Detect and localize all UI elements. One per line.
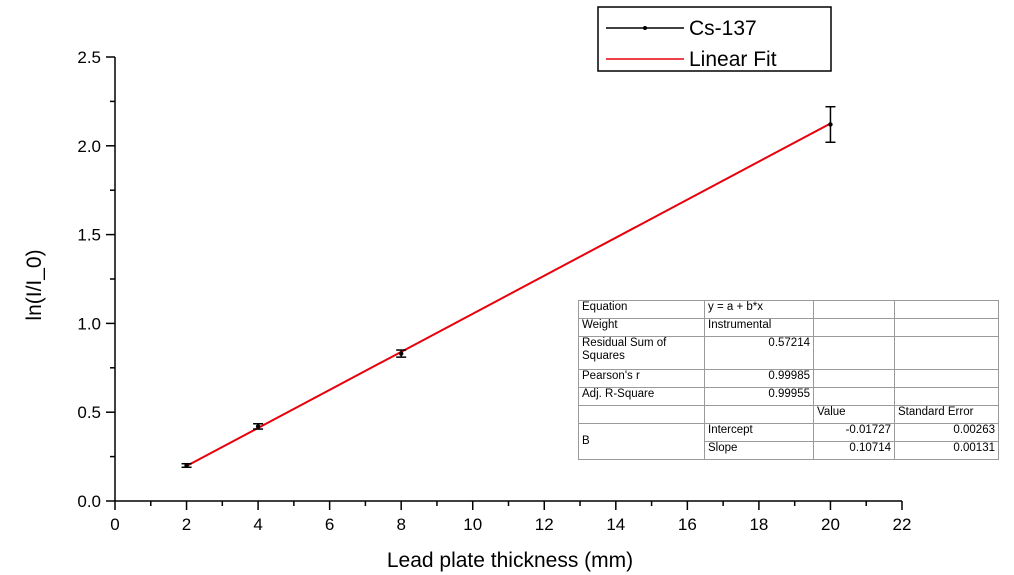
y-tick-label: 1.0	[77, 314, 101, 333]
rss-value: 0.57214	[704, 336, 814, 370]
pearson-value: 0.99985	[704, 369, 814, 388]
empty-cell	[894, 300, 999, 319]
rss-label: Residual Sum of Squares	[578, 336, 705, 370]
x-tick-label: 18	[749, 515, 768, 534]
y-axis-ticks: 0.0 0.5 1.0 1.5 2.0 2.5	[77, 48, 115, 511]
intercept-error: 0.00263	[894, 423, 999, 442]
table-row: Residual Sum of Squares 0.57214	[578, 336, 999, 370]
x-tick-label: 20	[821, 515, 840, 534]
y-axis-title: ln(I/I_0)	[23, 249, 46, 320]
table-row: Weight Instrumental	[578, 318, 999, 337]
table-row: Equation y = a + b*x	[578, 300, 999, 319]
x-tick-label: 2	[182, 515, 191, 534]
x-tick-label: 4	[253, 515, 262, 534]
x-tick-label: 16	[678, 515, 697, 534]
table-row: Pearson's r 0.99985	[578, 369, 999, 388]
fit-results-table: Equation y = a + b*x Weight Instrumental…	[578, 300, 999, 460]
data-point	[828, 122, 833, 127]
x-axis-title: Lead plate thickness (mm)	[387, 549, 633, 572]
data-point	[184, 463, 189, 468]
slope-error: 0.00131	[894, 441, 999, 460]
y-tick-label: 2.5	[77, 48, 101, 67]
legend-box	[597, 6, 832, 72]
x-tick-label: 8	[396, 515, 405, 534]
adjr-value: 0.99955	[704, 387, 814, 406]
x-axis-ticks: 0 2 4 6 8 10 12 14 16 18 20 22	[110, 501, 911, 534]
x-tick-label: 0	[110, 515, 119, 534]
empty-cell	[813, 387, 895, 406]
intercept-value: -0.01727	[813, 423, 895, 442]
slope-label: Slope	[704, 441, 814, 460]
empty-cell	[894, 336, 999, 370]
y-tick-label: 0.5	[77, 403, 101, 422]
intercept-label: Intercept	[704, 423, 814, 442]
empty-cell	[704, 405, 814, 424]
stderr-header: Standard Error	[894, 405, 999, 424]
legend-cs137-label: Cs-137	[689, 17, 757, 40]
empty-cell	[894, 387, 999, 406]
x-tick-label: 14	[606, 515, 625, 534]
data-point	[398, 351, 404, 356]
linear-fit-line	[186, 122, 831, 467]
data-point	[255, 424, 261, 429]
table-row: Slope 0.10714 0.00131	[579, 441, 999, 460]
param-group-label: B	[578, 423, 705, 460]
legend: Cs-137 Linear Fit	[597, 6, 832, 72]
empty-cell	[578, 405, 705, 424]
empty-cell	[813, 300, 895, 319]
legend-fit-label: Linear Fit	[689, 48, 777, 71]
table-row: Value Standard Error	[578, 405, 999, 424]
empty-cell	[813, 369, 895, 388]
table-row: B Intercept -0.01727 0.00263	[578, 423, 999, 460]
y-tick-label: 0.0	[77, 492, 101, 511]
cs137-series	[181, 105, 836, 469]
empty-cell	[813, 318, 895, 337]
x-tick-label: 10	[463, 515, 482, 534]
x-tick-label: 6	[325, 515, 334, 534]
empty-cell	[894, 318, 999, 337]
empty-cell	[813, 336, 895, 370]
empty-cell	[894, 369, 999, 388]
equation-label: Equation	[578, 300, 705, 319]
x-tick-label: 22	[893, 515, 912, 534]
linear-fit-series	[186, 122, 831, 467]
weight-value: Instrumental	[704, 318, 814, 337]
equation-value: y = a + b*x	[704, 300, 814, 319]
legend-cs137-marker	[643, 26, 647, 30]
y-tick-label: 2.0	[77, 137, 101, 156]
y-tick-label: 1.5	[77, 226, 101, 245]
x-tick-label: 12	[535, 515, 554, 534]
slope-value: 0.10714	[813, 441, 895, 460]
pearson-label: Pearson's r	[578, 369, 705, 388]
weight-label: Weight	[578, 318, 705, 337]
value-header: Value	[813, 405, 895, 424]
table-row: Adj. R-Square 0.99955	[578, 387, 999, 406]
adjr-label: Adj. R-Square	[578, 387, 705, 406]
